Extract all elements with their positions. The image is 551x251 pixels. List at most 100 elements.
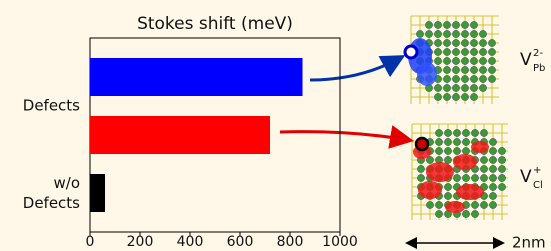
- arrow: [310, 58, 400, 80]
- atom: [461, 93, 468, 100]
- label-part: 2-: [533, 48, 543, 59]
- atom: [470, 75, 477, 82]
- density: [426, 162, 454, 182]
- atom: [444, 138, 451, 145]
- atom: [435, 138, 442, 145]
- figure: Stokes shift (meV) 2nm 02004006008001000…: [0, 0, 551, 251]
- atom: [435, 129, 442, 136]
- atom: [452, 93, 459, 100]
- bar: [90, 116, 270, 154]
- atom: [453, 174, 460, 181]
- atom: [479, 66, 486, 73]
- atom: [444, 183, 451, 190]
- atom: [470, 30, 477, 37]
- atom: [461, 57, 468, 64]
- label-part: V: [520, 50, 532, 70]
- atom: [479, 75, 486, 82]
- atom: [452, 57, 459, 64]
- atom: [470, 39, 477, 46]
- atom: [480, 129, 487, 136]
- y-tick-label: w/oDefects: [23, 174, 80, 212]
- atom: [480, 165, 487, 172]
- atom: [498, 147, 505, 154]
- y-tick-label: Defects: [23, 97, 80, 115]
- atom: [444, 156, 451, 163]
- x-tick-label: 600: [227, 234, 254, 250]
- atom: [488, 39, 495, 46]
- atom: [488, 75, 495, 82]
- atom: [471, 129, 478, 136]
- atom: [461, 84, 468, 91]
- atom: [470, 66, 477, 73]
- x-tick-label: 0: [86, 234, 95, 250]
- defect-label: V2- Pb: [520, 48, 545, 74]
- atom: [462, 138, 469, 145]
- atom: [444, 147, 451, 154]
- atom: [461, 21, 468, 28]
- atom: [480, 156, 487, 163]
- atom: [443, 84, 450, 91]
- x-tick-label: 400: [177, 234, 204, 250]
- atom: [479, 84, 486, 91]
- bar: [90, 174, 105, 212]
- atom: [443, 93, 450, 100]
- atom: [461, 66, 468, 73]
- atom: [462, 174, 469, 181]
- atom: [453, 138, 460, 145]
- atom: [498, 165, 505, 172]
- atom: [434, 21, 441, 28]
- atom: [435, 201, 442, 208]
- label-part: +: [533, 165, 541, 176]
- atom: [498, 156, 505, 163]
- label-part: Pb: [533, 63, 545, 74]
- bar: [90, 58, 303, 96]
- atom: [480, 201, 487, 208]
- atom: [443, 66, 450, 73]
- atom: [470, 84, 477, 91]
- atom: [488, 66, 495, 73]
- atom: [443, 57, 450, 64]
- density: [471, 141, 489, 153]
- atom: [434, 39, 441, 46]
- atom: [479, 30, 486, 37]
- atom: [470, 21, 477, 28]
- atom: [489, 156, 496, 163]
- atom: [435, 147, 442, 154]
- atom: [434, 93, 441, 100]
- atom: [489, 192, 496, 199]
- atom: [453, 147, 460, 154]
- atom: [471, 210, 478, 217]
- atom: [452, 39, 459, 46]
- atom: [417, 174, 424, 181]
- defect-label: V+Cl: [520, 165, 543, 191]
- label-part: Cl: [533, 180, 543, 191]
- x-tick-label: 800: [277, 234, 304, 250]
- atom: [489, 174, 496, 181]
- atom: [479, 57, 486, 64]
- density: [417, 62, 437, 86]
- atom: [461, 39, 468, 46]
- atom: [452, 21, 459, 28]
- atom: [498, 183, 505, 190]
- density: [445, 201, 465, 213]
- vacancy: [416, 138, 428, 150]
- atom: [479, 48, 486, 55]
- atom: [461, 75, 468, 82]
- atom: [480, 174, 487, 181]
- scale-label: 2nm: [512, 234, 546, 251]
- atom: [488, 57, 495, 64]
- atom: [488, 48, 495, 55]
- atom: [489, 138, 496, 145]
- page: {"chart_data": {"type": "barh", "title":…: [0, 0, 551, 251]
- atom: [462, 210, 469, 217]
- atom: [444, 192, 451, 199]
- atom: [479, 39, 486, 46]
- atom: [470, 93, 477, 100]
- atom: [489, 201, 496, 208]
- atom: [498, 174, 505, 181]
- atom: [434, 84, 441, 91]
- atom: [443, 48, 450, 55]
- atom: [452, 84, 459, 91]
- atom: [462, 129, 469, 136]
- atom: [452, 30, 459, 37]
